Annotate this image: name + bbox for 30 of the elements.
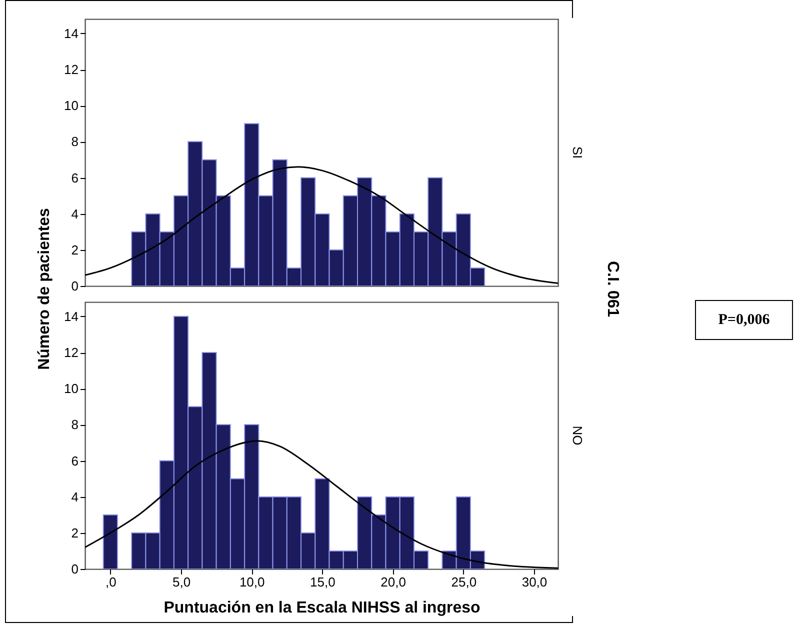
text: C.I. 061	[603, 260, 621, 320]
y-tick-label: 14	[64, 26, 78, 41]
x-tick-label: 25,0	[451, 574, 477, 590]
y-tick-label: 4	[71, 206, 78, 222]
y-tick-label: 4	[71, 489, 78, 504]
x-tick-label: 10,0	[239, 574, 265, 590]
y-tick-label: 10	[64, 98, 78, 114]
y-tick-label: 8	[71, 417, 78, 432]
text: P=0,006	[695, 300, 793, 340]
y-tick-label: 12	[64, 345, 78, 360]
x-tick-label: 15,0	[310, 574, 336, 590]
y-tick-label: 12	[64, 62, 78, 78]
x-axis-title: Puntuación en la Escala NIHSS al ingreso	[164, 600, 480, 616]
y-tick-label: 6	[71, 170, 78, 186]
y-tick-label: 0	[71, 278, 78, 294]
y2-axis-title: SI	[570, 146, 585, 159]
line-series	[85, 166, 558, 284]
x-tick-label: 20,0	[380, 574, 406, 590]
y-tick-label: 0	[71, 562, 78, 576]
y-tick-label: 6	[71, 453, 78, 468]
y-axis-title: Número de pacientes	[36, 207, 54, 372]
y-tick-label: 2	[71, 525, 78, 540]
y-tick-label: 2	[71, 242, 78, 258]
x-tick-label: 5,0	[172, 574, 191, 590]
y-tick-label: 8	[71, 134, 78, 150]
y-tick-label: 10	[64, 381, 78, 396]
y-tick-label: 14	[64, 308, 78, 324]
x-tick-label: 30,0	[522, 574, 548, 590]
x-tick-label: ,0	[105, 574, 116, 590]
y2-axis-title: NO	[570, 426, 585, 446]
